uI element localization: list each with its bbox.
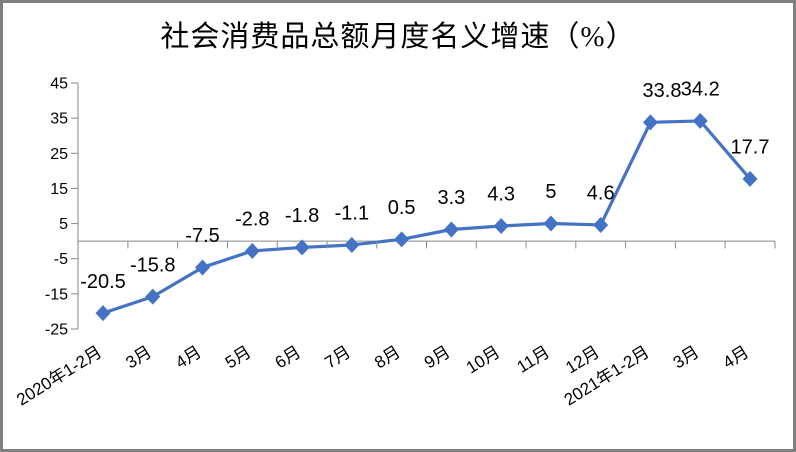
svg-text:5: 5 <box>59 216 68 233</box>
svg-text:-25: -25 <box>45 322 68 339</box>
svg-text:5月: 5月 <box>222 342 255 372</box>
svg-text:11月: 11月 <box>514 342 553 376</box>
svg-text:-20.5: -20.5 <box>80 271 126 293</box>
svg-text:4月: 4月 <box>172 342 205 372</box>
svg-text:4.3: 4.3 <box>487 184 515 206</box>
svg-text:3月: 3月 <box>122 342 155 372</box>
svg-text:10月: 10月 <box>463 342 504 377</box>
svg-text:15: 15 <box>50 181 68 198</box>
svg-text:-1.8: -1.8 <box>285 205 319 227</box>
svg-text:-1.1: -1.1 <box>335 203 369 225</box>
svg-text:0.5: 0.5 <box>388 197 416 219</box>
svg-text:3.3: 3.3 <box>437 187 465 209</box>
svg-text:7月: 7月 <box>321 342 354 372</box>
svg-text:-5: -5 <box>54 251 68 268</box>
svg-text:9月: 9月 <box>421 342 454 372</box>
svg-text:8月: 8月 <box>371 342 404 372</box>
svg-text:4月: 4月 <box>720 342 753 372</box>
svg-text:-15.8: -15.8 <box>130 254 176 276</box>
svg-text:34.2: 34.2 <box>681 79 720 101</box>
svg-text:25: 25 <box>50 146 68 163</box>
svg-text:35: 35 <box>50 111 68 128</box>
svg-text:4.6: 4.6 <box>587 183 615 205</box>
svg-text:-7.5: -7.5 <box>185 225 219 247</box>
svg-text:3月: 3月 <box>670 342 703 372</box>
svg-text:5: 5 <box>545 181 556 203</box>
svg-text:-2.8: -2.8 <box>235 209 269 231</box>
svg-text:2020年1-2月: 2020年1-2月 <box>13 342 105 409</box>
svg-text:6月: 6月 <box>272 342 305 372</box>
svg-text:45: 45 <box>50 76 68 93</box>
svg-text:33.8: 33.8 <box>643 80 682 102</box>
svg-text:-15: -15 <box>45 286 68 303</box>
svg-text:17.7: 17.7 <box>731 137 770 159</box>
